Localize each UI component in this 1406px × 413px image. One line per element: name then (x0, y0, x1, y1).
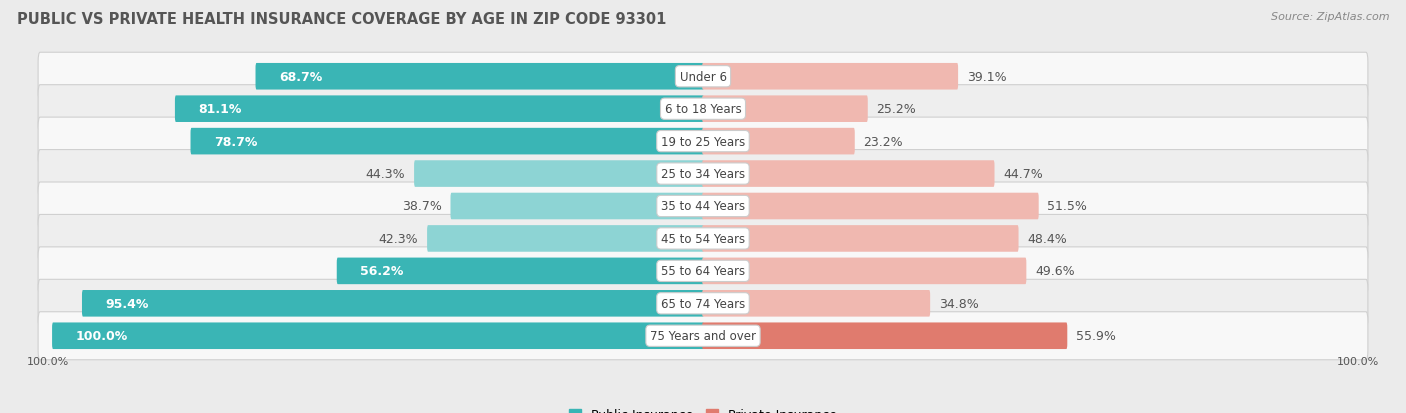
Text: 25 to 34 Years: 25 to 34 Years (661, 168, 745, 180)
Text: 35 to 44 Years: 35 to 44 Years (661, 200, 745, 213)
Text: 23.2%: 23.2% (863, 135, 903, 148)
Text: Source: ZipAtlas.com: Source: ZipAtlas.com (1271, 12, 1389, 22)
FancyBboxPatch shape (52, 323, 704, 349)
FancyBboxPatch shape (38, 183, 1368, 230)
Text: 44.7%: 44.7% (1004, 168, 1043, 180)
FancyBboxPatch shape (702, 225, 1018, 252)
Text: 34.8%: 34.8% (939, 297, 979, 310)
FancyBboxPatch shape (82, 290, 704, 317)
FancyBboxPatch shape (191, 128, 704, 155)
Text: 48.4%: 48.4% (1028, 233, 1067, 245)
Text: 39.1%: 39.1% (967, 71, 1007, 83)
Text: 75 Years and over: 75 Years and over (650, 330, 756, 342)
Text: 45 to 54 Years: 45 to 54 Years (661, 233, 745, 245)
Text: 100.0%: 100.0% (1337, 356, 1379, 366)
FancyBboxPatch shape (38, 85, 1368, 133)
FancyBboxPatch shape (702, 161, 994, 188)
Text: Under 6: Under 6 (679, 71, 727, 83)
FancyBboxPatch shape (38, 280, 1368, 328)
FancyBboxPatch shape (702, 323, 1067, 349)
FancyBboxPatch shape (450, 193, 704, 220)
Text: 65 to 74 Years: 65 to 74 Years (661, 297, 745, 310)
Legend: Public Insurance, Private Insurance: Public Insurance, Private Insurance (564, 404, 842, 413)
FancyBboxPatch shape (702, 193, 1039, 220)
FancyBboxPatch shape (38, 247, 1368, 295)
FancyBboxPatch shape (174, 96, 704, 123)
FancyBboxPatch shape (427, 225, 704, 252)
FancyBboxPatch shape (702, 128, 855, 155)
Text: 100.0%: 100.0% (76, 330, 128, 342)
Text: 81.1%: 81.1% (198, 103, 242, 116)
FancyBboxPatch shape (38, 150, 1368, 198)
Text: 100.0%: 100.0% (27, 356, 69, 366)
FancyBboxPatch shape (415, 161, 704, 188)
FancyBboxPatch shape (38, 312, 1368, 360)
Text: 51.5%: 51.5% (1047, 200, 1087, 213)
Text: PUBLIC VS PRIVATE HEALTH INSURANCE COVERAGE BY AGE IN ZIP CODE 93301: PUBLIC VS PRIVATE HEALTH INSURANCE COVER… (17, 12, 666, 27)
Text: 78.7%: 78.7% (214, 135, 257, 148)
Text: 56.2%: 56.2% (360, 265, 404, 278)
Text: 6 to 18 Years: 6 to 18 Years (665, 103, 741, 116)
FancyBboxPatch shape (702, 290, 931, 317)
FancyBboxPatch shape (702, 96, 868, 123)
Text: 68.7%: 68.7% (280, 71, 322, 83)
FancyBboxPatch shape (38, 215, 1368, 263)
FancyBboxPatch shape (38, 53, 1368, 101)
Text: 55.9%: 55.9% (1076, 330, 1116, 342)
Text: 95.4%: 95.4% (105, 297, 149, 310)
Text: 19 to 25 Years: 19 to 25 Years (661, 135, 745, 148)
FancyBboxPatch shape (256, 64, 704, 90)
Text: 44.3%: 44.3% (366, 168, 405, 180)
Text: 55 to 64 Years: 55 to 64 Years (661, 265, 745, 278)
FancyBboxPatch shape (702, 64, 957, 90)
Text: 42.3%: 42.3% (378, 233, 419, 245)
Text: 49.6%: 49.6% (1035, 265, 1074, 278)
Text: 38.7%: 38.7% (402, 200, 441, 213)
FancyBboxPatch shape (337, 258, 704, 285)
FancyBboxPatch shape (702, 258, 1026, 285)
FancyBboxPatch shape (38, 118, 1368, 166)
Text: 25.2%: 25.2% (876, 103, 917, 116)
